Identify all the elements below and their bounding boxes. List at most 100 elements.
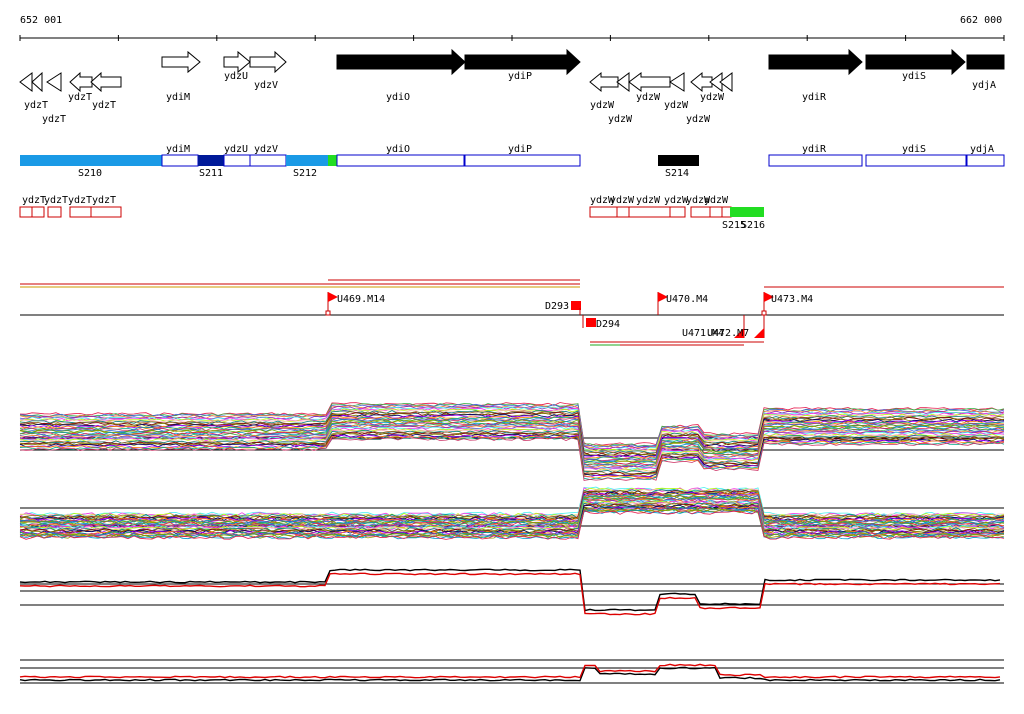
small-gene-box[interactable]	[628, 206, 671, 218]
gene-ydiO[interactable]: ydiO	[336, 48, 466, 103]
gene-box-label: ydjA	[970, 144, 994, 155]
expression-trace	[19, 495, 1005, 525]
expression-trace	[19, 414, 1005, 458]
expression-trace	[19, 429, 1005, 473]
end-coordinate: 662 000	[960, 15, 1002, 26]
transcript-label: D294	[596, 319, 620, 330]
gene-label: ydiO	[386, 92, 410, 103]
gene-box-label: ydiO	[386, 144, 410, 155]
small-gene-label: ydzW	[704, 195, 729, 206]
small-gene-box[interactable]	[721, 206, 732, 218]
gene-label: ydzW	[608, 114, 633, 125]
expression-trace	[19, 435, 1005, 479]
small-gene-box[interactable]	[31, 206, 45, 218]
gene-ydjA[interactable]: ydjA	[966, 54, 1005, 91]
gene-ydzW-3[interactable]: ydzW	[628, 72, 671, 103]
segment-S212[interactable]	[286, 155, 328, 166]
small-gene-box[interactable]	[19, 206, 33, 218]
gene-ydzW-1[interactable]: ydzW	[589, 71, 619, 111]
gene-ydzW-6[interactable]: ydzW	[700, 72, 733, 103]
segment-label: S215	[722, 220, 746, 231]
transcript-marker-D293[interactable]: D293	[545, 301, 581, 315]
gene-label: ydiS	[902, 71, 926, 82]
transcript-marker-U470[interactable]: U470.M4	[657, 292, 708, 315]
expression-trace	[19, 488, 1004, 519]
transcript-marker-U473[interactable]: U473.M4	[761, 292, 813, 316]
gene-ydzT-3[interactable]: ydzT	[68, 71, 93, 103]
ruler-ticks	[19, 35, 1005, 41]
gene-box-ydiR[interactable]	[768, 154, 863, 167]
transcript-marker-D294[interactable]: D294	[586, 318, 620, 330]
gene-box-ydiS[interactable]	[865, 154, 967, 167]
gene-box-ydjA[interactable]	[966, 154, 1005, 167]
gene-box-ydzU[interactable]	[223, 154, 251, 167]
transcript-marker-U471[interactable]: U471.M4	[682, 315, 745, 339]
small-gene-box[interactable]	[90, 206, 122, 218]
small-gene-box[interactable]	[616, 206, 630, 218]
small-gene-box[interactable]	[690, 206, 711, 218]
gene-ydzW-4[interactable]: ydzW	[664, 72, 689, 111]
segment-label: S210	[78, 168, 102, 179]
gene-box-ydiO[interactable]	[336, 154, 465, 167]
gene-box-label: ydiP	[508, 144, 532, 155]
segment-S211[interactable]	[198, 155, 224, 166]
small-gene-track: ydzT ydzT ydzT ydzT ydzW ydzW ydzW ydzW …	[19, 195, 765, 231]
transcript-label: U471.M4	[682, 328, 724, 339]
segment-S210[interactable]	[20, 155, 162, 166]
transcript-label: U469.M14	[337, 294, 385, 305]
gene-box-label: ydzV	[254, 144, 278, 155]
average-trace	[19, 663, 1001, 679]
transcript-label: U473.M4	[771, 294, 813, 305]
segment-S215[interactable]	[730, 207, 764, 217]
average-trace	[19, 572, 1001, 616]
average-trace	[19, 568, 1001, 612]
expression-trace	[19, 487, 1005, 517]
segment-green-1[interactable]	[328, 155, 337, 166]
coordinate-ruler: 652 001 662 000	[19, 15, 1005, 41]
expression-trace	[19, 428, 1005, 472]
small-gene-label: ydzT	[44, 195, 68, 206]
small-gene-box[interactable]	[589, 206, 618, 218]
gene-box-label: ydiS	[902, 144, 926, 155]
small-gene-box[interactable]	[709, 206, 723, 218]
small-gene-label: ydzT	[22, 195, 46, 206]
expression-trace	[19, 408, 1005, 452]
gene-box-label: ydzU	[224, 144, 248, 155]
gene-box-ydzV[interactable]	[249, 154, 287, 167]
gene-ydzT-4[interactable]: ydzT	[90, 71, 122, 111]
gene-ydzT-1[interactable]: ydzT	[19, 71, 48, 111]
small-gene-box[interactable]	[69, 206, 92, 218]
gene-box-ydiM[interactable]	[161, 154, 199, 167]
expression-trace	[19, 497, 1005, 527]
gene-ydzU[interactable]: ydzU	[223, 50, 251, 82]
segment-label: S211	[199, 168, 223, 179]
gene-ydiR[interactable]: ydiR	[768, 48, 863, 103]
gene-ydzT-2[interactable]: ydzT	[42, 72, 66, 125]
segment-S214[interactable]	[658, 155, 699, 166]
expression-trace	[19, 436, 1005, 480]
small-gene-box[interactable]	[47, 206, 62, 218]
gene-label: ydzT	[24, 100, 48, 111]
gene-label: ydzV	[254, 80, 278, 91]
expression-trace	[19, 431, 1005, 476]
transcript-marker-U472[interactable]: U472.M7	[707, 315, 765, 339]
transcript-track: U469.M14 D293 D294 U470.M4 U471.M4 U472.…	[20, 279, 1004, 346]
gene-arrows-track: ydzT ydzT ydzT ydzT ydiM ydzU ydzV ydiO	[19, 48, 1005, 125]
transcript-label: U472.M7	[707, 328, 749, 339]
gene-label: ydzT	[42, 114, 66, 125]
gene-ydzV[interactable]: ydzV	[249, 50, 287, 91]
small-gene-label: ydzW	[686, 195, 711, 206]
expression-trace	[19, 509, 1005, 540]
gene-ydiM[interactable]: ydiM	[161, 50, 201, 103]
transcript-label: D293	[545, 301, 569, 312]
transcript-label: U470.M4	[666, 294, 708, 305]
expression-trace	[19, 487, 1005, 518]
gene-ydiS[interactable]: ydiS	[865, 48, 966, 82]
small-gene-label: ydzW	[664, 195, 689, 206]
transcript-marker-U469[interactable]: U469.M14	[325, 292, 385, 316]
small-gene-box[interactable]	[669, 206, 686, 218]
gene-box-ydiP[interactable]	[464, 154, 581, 167]
gene-label: ydzU	[224, 71, 248, 82]
expression-trace	[19, 420, 1005, 464]
gene-ydiP[interactable]: ydiP	[464, 48, 581, 82]
